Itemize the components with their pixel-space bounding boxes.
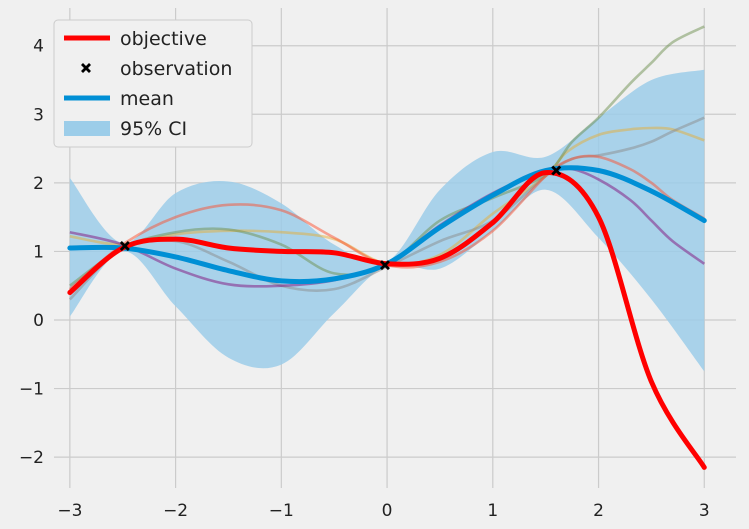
observation-point-1 (379, 260, 390, 271)
legend-frame (53, 19, 253, 148)
x-tick-label-3: 0 (382, 501, 393, 521)
sample-line-3 (69, 154, 705, 291)
x-tick-label-4: 1 (487, 501, 498, 521)
ci-band (69, 69, 705, 372)
y-tick-label-5: 3 (33, 105, 44, 125)
tick-labels: −3 −2 −1 0 1 2 3 −2 −1 0 1 2 3 4 (19, 37, 710, 521)
legend-label-observation: observation (120, 58, 232, 80)
x-tick-label-2: −1 (269, 501, 294, 521)
legend-label-objective: objective (120, 28, 207, 50)
objective-line (67, 170, 707, 470)
x-tick-label-6: 3 (699, 501, 710, 521)
observation-markers (119, 165, 562, 271)
sample-line-0 (69, 126, 705, 266)
x-tick-label-1: −2 (163, 501, 188, 521)
y-tick-label-6: 4 (33, 37, 44, 57)
legend: objective observation mean 95% CI (53, 19, 253, 148)
y-tick-label-4: 2 (33, 174, 44, 194)
y-tick-label-3: 1 (33, 242, 44, 262)
legend-swatch-ci (64, 121, 110, 136)
y-tick-label-0: −2 (19, 448, 44, 468)
legend-swatch-observation (81, 63, 91, 73)
legend-label-mean: mean (120, 88, 174, 110)
legend-label-ci: 95% CI (120, 118, 187, 140)
sample-line-1 (69, 25, 705, 287)
y-tick-label-1: −1 (19, 380, 44, 400)
confidence-band (69, 69, 705, 372)
observation-point-0 (119, 240, 130, 251)
sample-line-2 (68, 116, 705, 301)
x-tick-label-5: 2 (593, 501, 604, 521)
x-tick-label-0: −3 (57, 501, 82, 521)
y-tick-label-2: 0 (33, 311, 44, 331)
observation-point-2 (551, 165, 562, 176)
